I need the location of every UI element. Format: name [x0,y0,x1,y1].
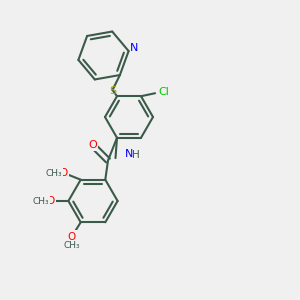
Text: CH₃: CH₃ [32,197,49,206]
Text: N: N [125,148,133,159]
Text: CH₃: CH₃ [45,169,62,178]
Text: CH₃: CH₃ [63,241,80,250]
Text: O: O [68,232,76,242]
Text: O: O [59,168,68,178]
Text: O: O [88,140,97,150]
Text: N: N [130,43,138,53]
Text: H: H [132,150,140,160]
Text: O: O [46,196,55,206]
Text: S: S [110,86,117,96]
Text: Cl: Cl [158,87,169,97]
